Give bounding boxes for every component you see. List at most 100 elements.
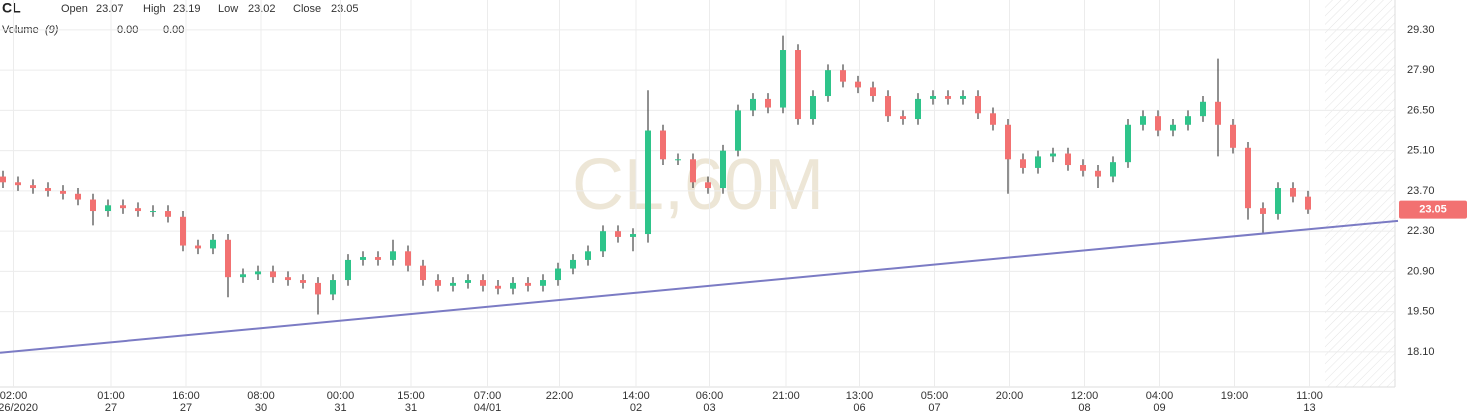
candle-body bbox=[210, 239, 216, 249]
x-tick-date: 13 bbox=[1303, 402, 1315, 414]
candle-body bbox=[600, 231, 606, 252]
x-tick-date: 09 bbox=[1153, 402, 1165, 414]
candle-body bbox=[1215, 101, 1221, 125]
candle-body bbox=[1125, 124, 1131, 163]
candle-body bbox=[105, 205, 111, 212]
candle-body bbox=[1035, 156, 1041, 168]
candle-body bbox=[30, 185, 36, 189]
x-tick-label: 00:00 bbox=[327, 390, 355, 402]
candle-body bbox=[900, 116, 906, 120]
y-tick-label: 18.10 bbox=[1407, 346, 1435, 358]
future-area bbox=[1325, 0, 1395, 387]
candle-body bbox=[840, 70, 846, 82]
candle-body bbox=[570, 259, 576, 269]
y-tick-label: 27.90 bbox=[1407, 64, 1435, 76]
x-tick-label: 12:00 bbox=[1071, 390, 1099, 402]
x-tick-label: 08:00 bbox=[247, 390, 275, 402]
x-tick-label: 20:00 bbox=[996, 390, 1024, 402]
x-tick-label: 21:00 bbox=[772, 390, 800, 402]
x-tick-date: 04/01 bbox=[474, 402, 502, 414]
y-tick-label: 22.30 bbox=[1407, 225, 1435, 237]
x-tick-label: 15:00 bbox=[397, 390, 425, 402]
candle-body bbox=[135, 208, 141, 212]
candle-body bbox=[1095, 170, 1101, 177]
x-tick-date: 02 bbox=[630, 402, 642, 414]
candle-body bbox=[240, 274, 246, 278]
candle-body bbox=[750, 98, 756, 111]
y-tick-label: 25.10 bbox=[1407, 145, 1435, 157]
field-value: 23.07 bbox=[96, 3, 124, 15]
field-label: High bbox=[143, 3, 166, 15]
x-tick-date: 30 bbox=[255, 402, 267, 414]
last-price-label: 23.05 bbox=[1419, 204, 1447, 216]
candle-body bbox=[330, 280, 336, 295]
candle-body bbox=[795, 50, 801, 120]
candle-body bbox=[825, 70, 831, 97]
candle-body bbox=[990, 113, 996, 125]
candle-body bbox=[0, 176, 6, 183]
candle-body bbox=[345, 259, 351, 281]
x-tick-label: 02:00 bbox=[0, 390, 27, 402]
candle-body bbox=[120, 205, 126, 209]
x-tick-label: 22:00 bbox=[546, 390, 574, 402]
candle-body bbox=[915, 98, 921, 120]
x-tick-label: 19:00 bbox=[1221, 390, 1249, 402]
x-tick-label: 16:00 bbox=[172, 390, 200, 402]
candle-body bbox=[285, 277, 291, 281]
x-tick-date: 06 bbox=[853, 402, 865, 414]
candle-body bbox=[165, 211, 171, 217]
candle-body bbox=[1155, 116, 1161, 131]
candle-body bbox=[1005, 124, 1011, 160]
candle-body bbox=[1020, 159, 1026, 168]
candle-body bbox=[45, 188, 51, 191]
field-value: 23.19 bbox=[173, 3, 201, 15]
field-value: 23.02 bbox=[248, 3, 276, 15]
field-value: 23.05 bbox=[331, 3, 359, 15]
candle-body bbox=[270, 271, 276, 278]
x-tick-date: 07 bbox=[928, 402, 940, 414]
candle-body bbox=[945, 96, 951, 99]
candle-body bbox=[1275, 188, 1281, 214]
candle-body bbox=[60, 190, 66, 194]
x-tick-date: 31 bbox=[405, 402, 417, 414]
candle-body bbox=[660, 130, 666, 160]
field-label: Low bbox=[218, 3, 238, 15]
candle-body bbox=[555, 268, 561, 281]
candle-body bbox=[1050, 153, 1056, 157]
x-tick-label: 14:00 bbox=[622, 390, 650, 402]
candle-body bbox=[720, 150, 726, 189]
candle-body bbox=[1290, 188, 1296, 197]
y-tick-label: 29.30 bbox=[1407, 24, 1435, 36]
x-tick-label: 06:00 bbox=[696, 390, 724, 402]
x-tick-label: 01:00 bbox=[97, 390, 125, 402]
candle-body bbox=[390, 251, 396, 260]
candle-body bbox=[645, 130, 651, 235]
candle-body bbox=[510, 282, 516, 289]
candle-body bbox=[495, 285, 501, 289]
x-tick-label: 13:00 bbox=[846, 390, 874, 402]
candle-body bbox=[15, 182, 21, 186]
candle-body bbox=[960, 96, 966, 99]
trendline bbox=[0, 219, 1399, 354]
candle-body bbox=[630, 234, 636, 237]
candle-body bbox=[810, 96, 816, 120]
candle-body bbox=[525, 282, 531, 286]
candle-body bbox=[540, 280, 546, 286]
candle-body bbox=[180, 216, 186, 246]
candle-body bbox=[690, 159, 696, 183]
candle-body bbox=[1185, 116, 1191, 125]
x-tick-label: 07:00 bbox=[474, 390, 502, 402]
candle-body bbox=[255, 271, 261, 275]
field-label: Close bbox=[293, 3, 321, 15]
y-tick-label: 26.50 bbox=[1407, 104, 1435, 116]
candle-body bbox=[1245, 147, 1251, 209]
candle-body bbox=[420, 265, 426, 281]
candle-body bbox=[615, 231, 621, 237]
candle-body bbox=[150, 211, 156, 213]
x-tick-label: 11:00 bbox=[1296, 390, 1323, 402]
candle-body bbox=[435, 280, 441, 286]
y-tick-label: 23.70 bbox=[1407, 185, 1435, 197]
last-price-box bbox=[1399, 200, 1467, 219]
candle-body bbox=[1170, 124, 1176, 131]
